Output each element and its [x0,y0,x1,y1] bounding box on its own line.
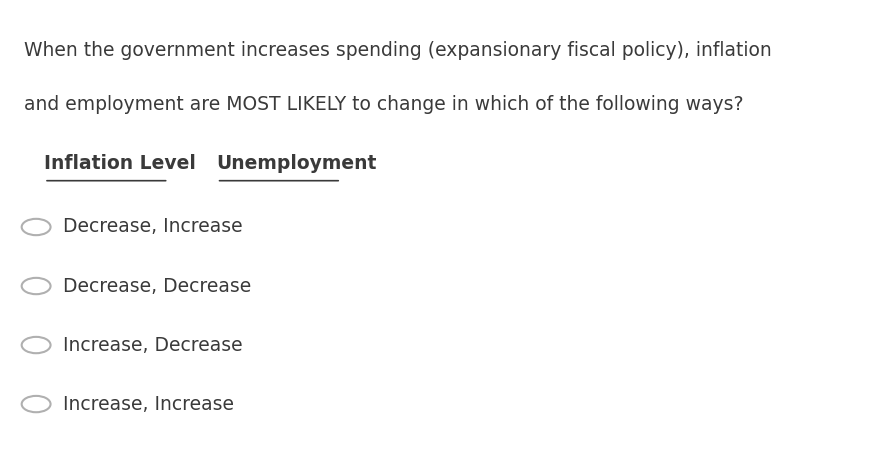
Text: Inflation Level: Inflation Level [44,154,196,173]
Text: Increase, Decrease: Increase, Decrease [63,336,242,355]
Text: Unemployment: Unemployment [217,154,377,173]
Text: Decrease, Decrease: Decrease, Decrease [63,276,250,296]
Text: and employment are MOST LIKELY to change in which of the following ways?: and employment are MOST LIKELY to change… [24,95,743,114]
Text: Decrease, Increase: Decrease, Increase [63,217,242,237]
Text: Increase, Increase: Increase, Increase [63,395,234,414]
Text: When the government increases spending (expansionary fiscal policy), inflation: When the government increases spending (… [24,41,772,60]
